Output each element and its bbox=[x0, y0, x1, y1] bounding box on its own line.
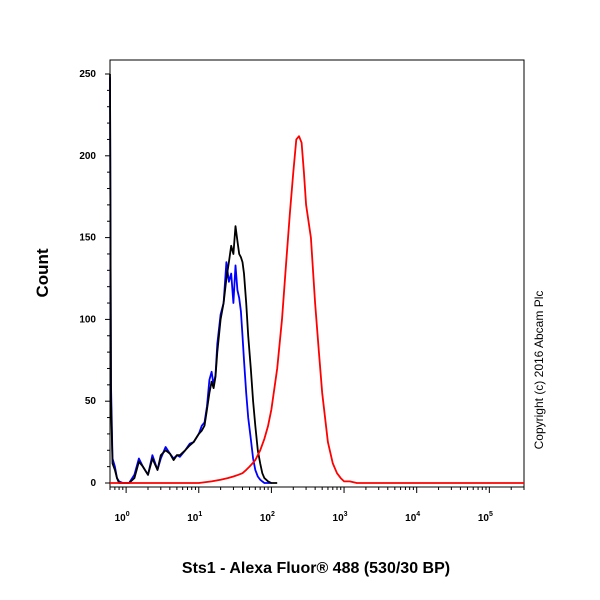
plot-frame bbox=[109, 59, 525, 488]
histogram-series-0 bbox=[109, 77, 272, 484]
series-layer bbox=[109, 73, 524, 484]
y-axis-label: Count bbox=[33, 248, 52, 297]
x-axis: 100 101 102 103 104 105 bbox=[109, 487, 525, 524]
x-tick-label: 104 bbox=[405, 511, 420, 524]
y-axis: 0 50 100 150 200 250 bbox=[79, 69, 110, 489]
x-tick-label: 100 bbox=[115, 511, 130, 524]
x-tick-label: 105 bbox=[478, 511, 493, 524]
x-axis-label: Sts1 - Alexa Fluor® 488 (530/30 BP) bbox=[182, 560, 450, 577]
x-tick-label: 102 bbox=[260, 511, 275, 524]
histogram-series-2 bbox=[110, 135, 524, 484]
y-tick-label: 200 bbox=[79, 151, 96, 162]
y-tick-label: 250 bbox=[79, 69, 96, 80]
x-tick-label: 103 bbox=[333, 511, 348, 524]
copyright-annotation: Copyright (c) 2016 Abcam Plc bbox=[532, 291, 546, 450]
x-tick-label: 101 bbox=[187, 511, 202, 524]
y-tick-label: 50 bbox=[85, 396, 97, 407]
y-tick-label: 0 bbox=[90, 478, 96, 489]
y-tick-label: 150 bbox=[79, 233, 96, 244]
y-tick-label: 100 bbox=[79, 314, 96, 325]
histogram-series-1 bbox=[109, 73, 278, 484]
